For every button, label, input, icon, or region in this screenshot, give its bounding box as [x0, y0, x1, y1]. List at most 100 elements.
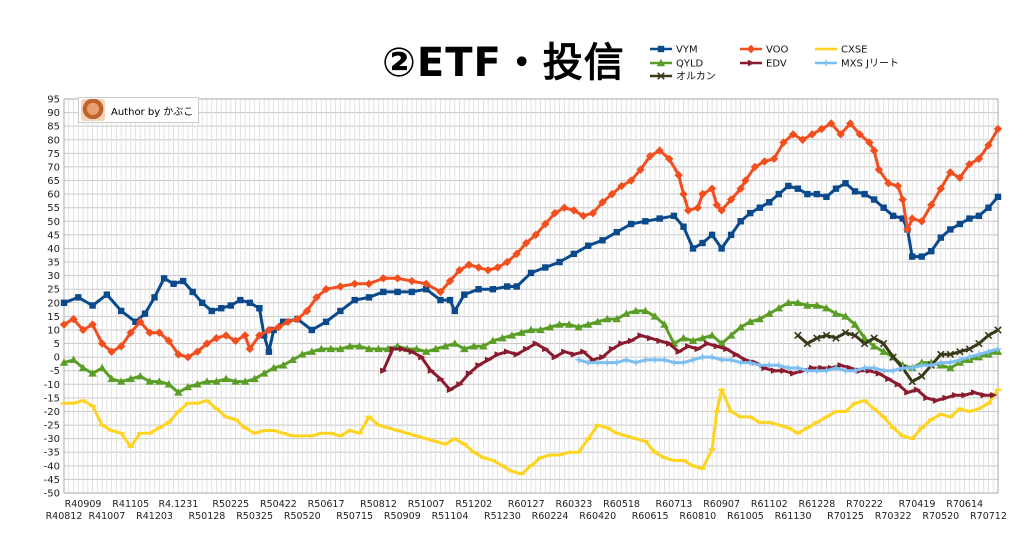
data-point: [213, 407, 220, 410]
legend-label: VYM: [676, 45, 698, 56]
data-point: [470, 451, 478, 454]
data-point: [794, 331, 802, 340]
data-point: [961, 391, 969, 399]
data-point-stroke: [984, 331, 993, 340]
data-point: [679, 189, 688, 199]
data-point: [947, 415, 954, 419]
data-point: [126, 328, 135, 337]
data-point: [793, 298, 803, 306]
data-point: [117, 307, 125, 315]
data-point: [832, 185, 840, 192]
data-point: [865, 138, 874, 147]
data-point: [807, 130, 817, 139]
data-point: [346, 429, 354, 432]
data-point: [899, 215, 906, 222]
y-tick-label: 95: [47, 95, 60, 106]
x-tick-label: R50325: [236, 511, 273, 522]
data-point: [879, 339, 888, 348]
data-point: [183, 382, 193, 391]
y-tick-label: -45: [44, 475, 60, 486]
x-tick-label: R51230: [484, 511, 521, 522]
data-point: [545, 323, 555, 331]
data-point-stroke: [841, 328, 850, 337]
data-point: [256, 305, 263, 312]
data-point: [70, 402, 77, 405]
data-point: [202, 339, 212, 348]
data-point: [469, 342, 479, 350]
data-point: [436, 287, 445, 297]
data-point: [441, 342, 450, 350]
data-point: [269, 363, 278, 372]
data-point: [785, 426, 792, 429]
x-tick-label: R51202: [455, 499, 492, 510]
data-point: [523, 345, 531, 353]
data-point: [394, 288, 401, 296]
data-point: [536, 325, 545, 334]
x-tick-label: R60713: [656, 499, 693, 510]
data-point: [794, 432, 802, 435]
data-point: [280, 318, 287, 326]
data-point-stroke: [794, 331, 802, 340]
data-point: [193, 380, 202, 388]
data-point: [775, 423, 782, 427]
data-point: [394, 429, 401, 432]
data-point: [660, 320, 669, 328]
data-point: [513, 351, 521, 358]
data-point: [561, 348, 569, 355]
data-point: [280, 432, 287, 435]
data-point: [584, 359, 592, 366]
x-tick-label: R40909: [65, 499, 102, 510]
data-point: [413, 434, 420, 438]
data-point: [556, 258, 563, 266]
data-point: [870, 334, 878, 342]
data-point: [732, 351, 741, 358]
data-point: [437, 375, 445, 383]
data-point: [132, 318, 139, 326]
data-point: [107, 374, 116, 383]
data-point: [823, 193, 830, 201]
data-point: [60, 402, 68, 405]
data-point: [455, 265, 464, 275]
data-point: [909, 253, 916, 260]
data-point: [646, 334, 655, 342]
data-point: [532, 340, 540, 347]
data-point: [393, 274, 402, 283]
data-point: [556, 453, 563, 457]
data-point: [718, 245, 725, 252]
data-point: [813, 367, 821, 374]
data-point: [880, 204, 887, 211]
legend-item: オルカン: [650, 71, 716, 83]
data-point: [137, 432, 144, 435]
data-point: [889, 212, 897, 220]
data-point: [965, 345, 974, 353]
series-line: [796, 328, 999, 384]
data-point-stroke: [851, 331, 859, 340]
data-point: [165, 421, 173, 424]
data-point: [712, 200, 722, 210]
data-point: [570, 351, 579, 358]
x-tick-label: R61005: [727, 511, 764, 522]
y-tick-label: -50: [44, 489, 60, 500]
data-point: [245, 344, 255, 354]
data-point: [823, 367, 830, 374]
data-point: [813, 421, 821, 424]
x-tick-label: R60907: [703, 499, 740, 510]
y-tick-label: 40: [47, 244, 60, 255]
data-point: [670, 359, 678, 366]
data-point: [765, 309, 774, 317]
data-point: [889, 353, 897, 361]
data-point: [594, 423, 601, 427]
data-point: [380, 288, 387, 296]
data-point: [723, 345, 731, 353]
data-point: [288, 355, 297, 364]
data-point: [502, 257, 512, 267]
data-point: [202, 377, 212, 385]
data-point: [841, 312, 850, 320]
data-point: [464, 260, 474, 269]
data-point: [641, 306, 650, 315]
data-point: [684, 206, 693, 215]
data-point: [88, 369, 97, 377]
data-point: [956, 407, 964, 410]
y-tick-label: 10: [47, 325, 60, 336]
